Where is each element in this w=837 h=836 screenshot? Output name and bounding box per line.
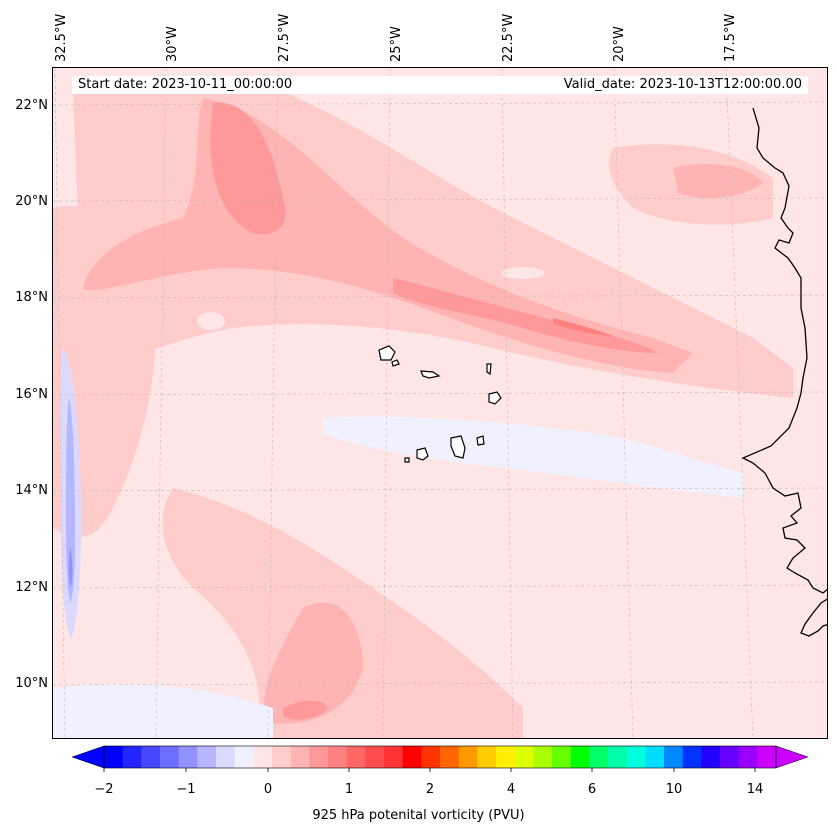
colorbar-segment (384, 746, 404, 768)
island-sao-vicente (391, 359, 400, 367)
colorbar-segment (253, 746, 273, 768)
pv-contour-pale-blue (53, 684, 273, 738)
lat-label: 12°N (15, 580, 48, 595)
colorbar-segment (514, 746, 534, 768)
colorbar-segment (608, 746, 628, 768)
colorbar-tick-label: 2 (425, 782, 435, 797)
colorbar-segment (738, 746, 758, 768)
colorbar-segment (496, 746, 516, 768)
colorbar-segment (309, 746, 329, 768)
colorbar-segment (720, 746, 740, 768)
pv-contour-dark-pink-3 (283, 700, 328, 720)
island-sal (486, 363, 492, 376)
colorbar-segment (178, 746, 198, 768)
valid-date-text: Valid_date: 2023-10-13T12:00:00.00 (563, 77, 802, 92)
info-banner: Start date: 2023-10-11_00:00:00 Valid_da… (72, 76, 808, 94)
map-panel (52, 67, 828, 739)
colorbar-segment (664, 746, 684, 768)
colorbar-tick-label: 14 (746, 782, 764, 797)
colorbar-tick-label: 0 (263, 782, 273, 797)
lon-label: 27.5°W (277, 13, 292, 62)
colorbar-tick-label: 10 (665, 782, 683, 797)
lat-label: 16°N (15, 387, 48, 402)
lat-label: 20°N (15, 194, 48, 209)
graticule (53, 68, 827, 738)
island-boa-vista (488, 391, 502, 405)
colorbar-segment (645, 746, 665, 768)
pv-contour-deep-blue (68, 548, 73, 588)
lon-label: 32.5°W (54, 13, 69, 62)
colorbar-tick-label: −2 (94, 782, 114, 797)
lon-label: 30°W (165, 26, 180, 62)
pv-contour-mid-pink-2 (264, 602, 363, 724)
lon-label: 17.5°W (723, 13, 738, 62)
colorbar-segment (160, 746, 180, 768)
colorbar-segment (197, 746, 217, 768)
lat-label: 10°N (15, 676, 48, 691)
colorbar-segment (141, 746, 161, 768)
colorbar-segment (365, 746, 385, 768)
colorbar-tick-label: 4 (506, 782, 516, 797)
colorbar-segment (421, 746, 441, 768)
cape-verde-islands (378, 345, 502, 463)
pv-gap-1 (197, 312, 225, 330)
africa-coastline (741, 107, 827, 594)
colorbar-segment (757, 746, 777, 768)
colorbar-tick-label: 1 (344, 782, 354, 797)
colorbar-segment (272, 746, 292, 768)
lat-label: 22°N (15, 98, 48, 113)
colorbar-segment (440, 746, 460, 768)
pv-contour-dark-pink-2 (393, 278, 658, 353)
pv-contour-red-core (553, 318, 613, 336)
colorbar-segment (104, 746, 124, 768)
colorbar-title: 925 hPa potenital vorticity (PVU) (312, 808, 525, 823)
island-santo-antao (378, 345, 396, 361)
pv-gap-2 (501, 267, 545, 279)
lon-label: 25°W (389, 26, 404, 62)
colorbar-segment (234, 746, 254, 768)
colorbar-segment (290, 746, 310, 768)
start-date-text: Start date: 2023-10-11_00:00:00 (78, 77, 293, 92)
pv-contour-pale-blue-2 (323, 416, 743, 498)
lat-label: 14°N (15, 483, 48, 498)
colorbar-segment (552, 746, 572, 768)
colorbar-tick-label: 6 (587, 782, 597, 797)
island-maio (476, 435, 485, 446)
colorbar-segment (458, 746, 478, 768)
colorbar-segment (346, 746, 366, 768)
colorbar-outline (103, 745, 777, 769)
colorbar-segment (589, 746, 609, 768)
colorbar-segment (328, 746, 348, 768)
pv-contour-mid-pink-3 (673, 163, 763, 199)
colorbar-segment (626, 746, 646, 768)
colorbar-segment (533, 746, 553, 768)
colorbar-tick-label: −1 (176, 782, 196, 797)
island-fogo (416, 447, 429, 461)
colorbar-segment (682, 746, 702, 768)
colorbar-tickmarks (103, 768, 756, 772)
pv-contour-dark-pink (210, 102, 286, 235)
lon-label: 20°W (612, 26, 627, 62)
colorbar-segments (104, 746, 777, 768)
colorbar-segment (477, 746, 497, 768)
island-sao-nicolau (420, 370, 441, 379)
africa-coastline-south (800, 598, 827, 637)
colorbar-segment (216, 746, 236, 768)
colorbar-segment (570, 746, 590, 768)
lon-label: 22.5°W (501, 13, 516, 62)
colorbar-under-arrow (71, 745, 105, 769)
island-santiago (450, 435, 466, 459)
colorbar-over-arrow (775, 745, 809, 769)
pv-contour-mid-blue (66, 398, 75, 603)
pv-field-map (53, 68, 827, 738)
colorbar-segment (402, 746, 422, 768)
island-brava (404, 457, 410, 463)
colorbar-segment (122, 746, 142, 768)
colorbar-segment (701, 746, 721, 768)
lat-label: 18°N (15, 290, 48, 305)
